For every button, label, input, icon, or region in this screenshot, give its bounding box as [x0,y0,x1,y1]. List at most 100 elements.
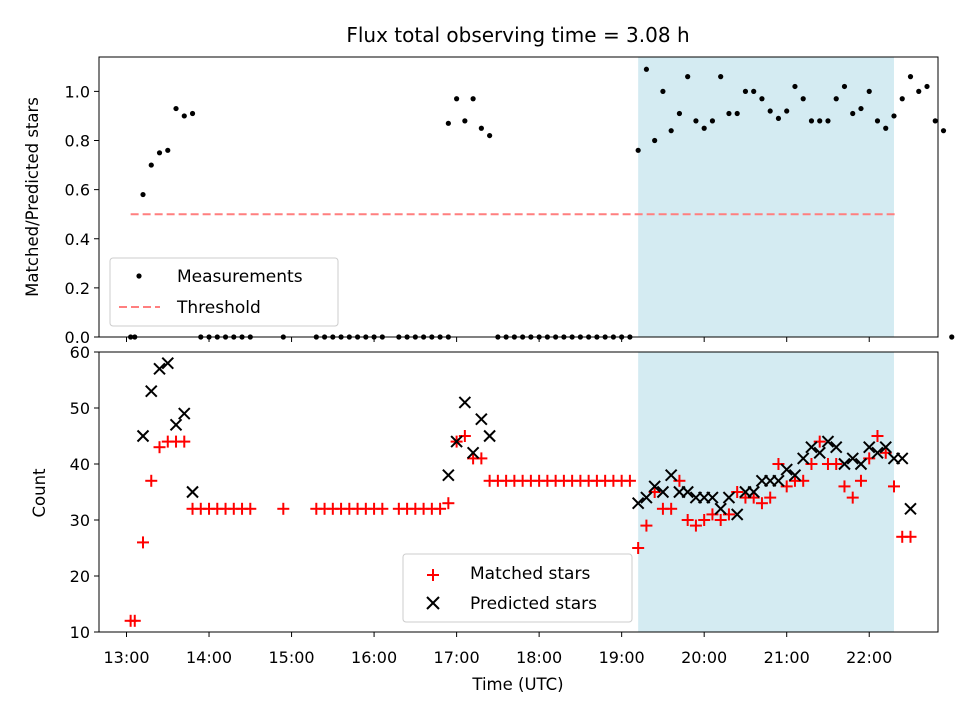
measurement-point [775,115,782,122]
predicted-star-point [640,491,653,504]
measurement-point [181,113,187,119]
predicted-star-point [145,384,158,398]
measurement-point [759,96,765,102]
matched-star-point [277,502,290,515]
matched-star-point [145,474,158,487]
measurement-point [173,105,179,112]
bottom-legend: Matched stars Predicted stars [402,553,633,623]
measurement-point [445,120,451,126]
predicted-star-point [648,480,661,493]
predicted-star-point [458,396,472,409]
matched-star-point [698,514,711,526]
predicted-star-point [631,496,645,510]
bottom-x-tick-label: 15:00 [269,648,315,667]
measurement-point [817,118,823,124]
measurement-point [742,88,749,94]
top-y-tick-label: 0.2 [65,279,90,298]
predicted-star-point [879,440,892,454]
predicted-star-point [838,457,851,471]
matched-star-point [714,514,727,526]
matched-star-point [887,480,900,493]
matched-star-point [244,502,257,515]
top-observing-window [638,57,894,337]
matched-star-point [137,536,150,549]
measurement-point [454,96,460,102]
matched-star-point [178,435,191,448]
predicted-star-point [656,485,670,499]
bottom-axes-frame [98,351,939,633]
predicted-star-point [805,440,818,454]
predicted-stars-series [136,356,917,521]
predicted-star-point [730,508,744,521]
bottom-y-tick-label: 50 [70,399,90,418]
measurement-point [709,118,716,124]
measurement-point [140,191,146,198]
measurement-point [874,118,881,124]
predicted-star-point [186,485,199,499]
predicted-star-point [863,440,876,454]
bottom-observing-window [638,352,894,632]
measurement-point [643,66,650,72]
predicted-star-point [483,429,496,443]
top-y-tick-label: 0.0 [65,328,90,347]
predicted-star-point [830,440,843,454]
matched-star-point [830,458,843,470]
predicted-star-point [136,429,150,443]
measurement-point [808,118,815,124]
measurements-series [128,66,955,340]
measurement-point [825,118,831,124]
measurement-point [718,74,724,80]
bottom-x-tick-label: 20:00 [681,648,727,667]
top-legend-box [109,257,339,327]
measurement-point [668,128,674,134]
measurement-point [693,118,699,124]
bottom-x-tick-label: 16:00 [351,648,397,667]
bottom-x-tick-label: 19:00 [599,648,645,667]
top-y-tick-label: 0.8 [65,132,90,151]
measurement-point [899,96,905,102]
measurement-point [916,88,922,94]
measurement-point [148,162,154,168]
top-y-tick-label: 1.0 [65,82,90,101]
measurement-point [751,88,757,94]
predicted-star-point [772,474,785,488]
bottom-y-tick-label: 40 [70,455,90,474]
measurement-point [833,96,839,102]
chart-title: Flux total observing time = 3.08 h [346,23,689,47]
legend-matched-label: Matched stars [470,564,590,584]
bottom-x-tick-label: 22:00 [846,648,892,667]
measurement-point [685,74,691,80]
bottom-y-axis-title: Count [30,468,49,518]
measurement-point [189,110,196,117]
measurement-point [907,74,914,80]
legend-threshold-label: Threshold [176,298,261,318]
measurement-point [660,88,666,94]
measurement-point [866,88,872,94]
matched-stars-series [124,430,917,627]
top-y-tick-label: 0.4 [65,230,90,249]
bottom-y-axis: 10 20 30 40 50 60 [70,343,99,642]
top-panel: 0.0 0.2 0.4 0.6 0.8 1.0 Matched/Predicted sta… [23,56,955,347]
predicted-star-point [821,435,835,448]
matched-star-point [871,430,884,442]
matched-star-point [640,519,653,532]
matched-star-point [854,474,867,487]
matched-star-point [681,514,694,526]
top-y-axis: 0.0 0.2 0.4 0.6 0.8 1.0 [65,82,99,347]
measurement-point [487,132,493,139]
predicted-star-point [904,502,917,516]
measurement-point [841,83,848,90]
predicted-star-point [450,435,463,448]
measurement-point [883,125,889,131]
measurement-point [676,110,683,117]
predicted-star-point [178,407,191,420]
measurement-point [940,128,947,134]
bottom-y-tick-label: 20 [70,567,90,586]
predicted-star-point [871,446,884,460]
predicted-star-point [780,463,793,476]
predicted-star-point [788,468,802,482]
measurement-point [800,96,806,102]
predicted-star-point [442,468,455,482]
matched-star-point [755,497,768,510]
